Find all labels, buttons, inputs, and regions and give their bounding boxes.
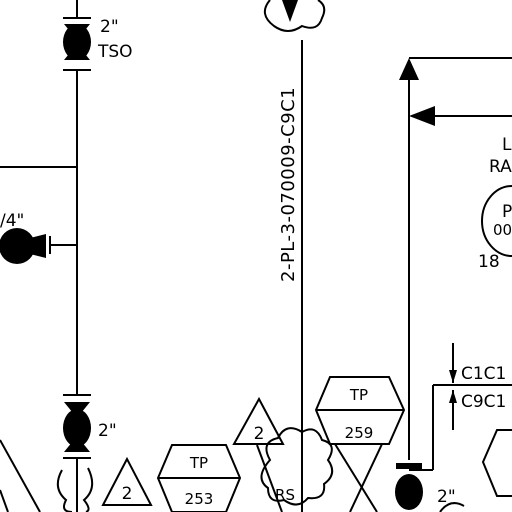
spec-upper: C1C1 (461, 364, 506, 384)
arrow-spec-down (449, 370, 457, 383)
tri-mid-label: 2 (254, 424, 265, 444)
tp-259-num: 259 (345, 424, 374, 442)
instrument-bubble-bottom: 00 (493, 221, 512, 239)
valve-bottom-right-body (395, 474, 423, 510)
rs-label: RS (275, 486, 295, 504)
diag-b (0, 489, 9, 512)
arrow-up-right-pipe (399, 58, 419, 80)
diag-c (256, 444, 283, 512)
cloud-bottom-left (56, 469, 73, 512)
valve-top-size: 2" (100, 17, 119, 37)
top-cloud (263, 0, 326, 32)
cloud-bottom-right (82, 467, 94, 512)
line-id-label: 2-PL-3-070009-C9C1 (278, 87, 299, 282)
instrument-label-2: RA (489, 157, 512, 177)
tp-253-num: 253 (185, 490, 214, 508)
cloud-bottom-far-right (439, 502, 465, 512)
valve-left-wing (30, 234, 46, 258)
arrow-spec-up (449, 390, 457, 403)
diag-e (349, 443, 383, 512)
valve-mid-size: 2" (98, 421, 117, 441)
diag-d (334, 443, 378, 512)
instrument-label-1: L (502, 135, 512, 155)
spec-lower: C9C1 (461, 392, 506, 412)
valve-top-body (63, 24, 91, 60)
valve-mid-body (63, 409, 91, 447)
arrow-top-cloud (282, 0, 298, 22)
partial-hex-right (481, 429, 512, 497)
instrument-side-num: 18 (478, 252, 500, 272)
tri-left (101, 456, 153, 506)
valve-left-body (0, 228, 35, 264)
diag-a (0, 439, 41, 512)
arrow-left-right-pipe (409, 106, 435, 126)
valve-left-size: /4" (0, 211, 24, 231)
rs-cloud (260, 427, 334, 506)
instrument-bubble-top: P (502, 202, 512, 222)
valve-top-type: TSO (97, 42, 133, 62)
instrument-bubble (481, 185, 512, 257)
tri-mid (232, 396, 285, 445)
tri-left-label: 2 (122, 484, 133, 504)
tp-253-top: TP (189, 454, 208, 472)
valve-bottom-right-flange (396, 463, 422, 469)
valve-bottom-right-size: 2" (437, 487, 456, 507)
tp-259-top: TP (349, 386, 368, 404)
